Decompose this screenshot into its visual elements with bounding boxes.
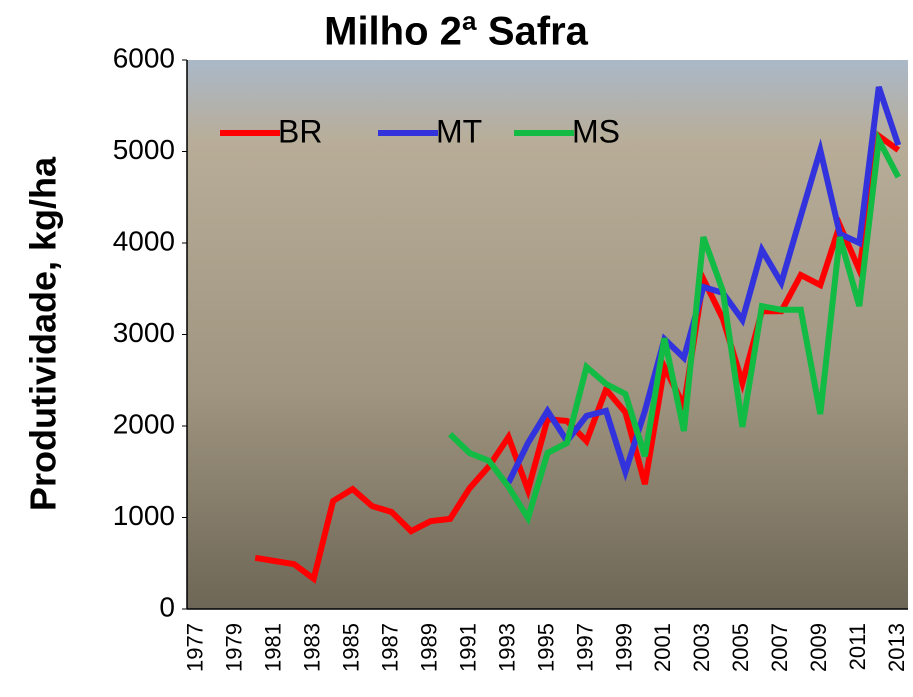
x-tick-label: 1983 [299,623,324,672]
x-tick-label: 1997 [572,623,597,672]
chart-title: Milho 2ª Safra [324,10,589,54]
y-tick-label: 1000 [113,500,175,531]
x-tick-label: 2005 [728,623,753,672]
x-tick-label: 2001 [650,623,675,672]
y-tick-label: 0 [159,591,175,622]
x-tick-label: 1977 [183,623,208,672]
legend-label: MT [436,113,482,149]
x-tick-label: 1987 [377,623,402,672]
x-tick-label: 1981 [261,623,286,672]
x-tick-label: 2003 [689,623,714,672]
series-line [505,86,902,485]
x-tick-label: 2011 [845,623,870,670]
legend-label: BR [278,113,322,149]
x-tick-label: 2013 [884,623,909,672]
x-tick-label: 2009 [806,623,831,672]
x-tick-label: 2007 [767,623,792,672]
y-tick-label: 5000 [113,134,175,165]
x-tick-label: 1991 [455,623,480,672]
legend-label: MS [572,113,620,149]
y-axis-label: Produtividade, kg/ha [23,156,64,511]
y-tick-label: 3000 [113,317,175,348]
x-tick-label: 1999 [611,623,636,672]
x-tick-label: 1979 [222,623,247,672]
y-tick-label: 2000 [113,408,175,439]
plot-background [187,60,908,609]
series-line [448,130,901,526]
x-tick-label: 1989 [416,623,441,672]
y-tick-label: 4000 [113,225,175,256]
x-tick-label: 1985 [338,623,363,672]
x-tick-label: 1995 [533,623,558,672]
x-tick-label: 1993 [494,623,519,672]
y-tick-label: 6000 [113,42,175,73]
